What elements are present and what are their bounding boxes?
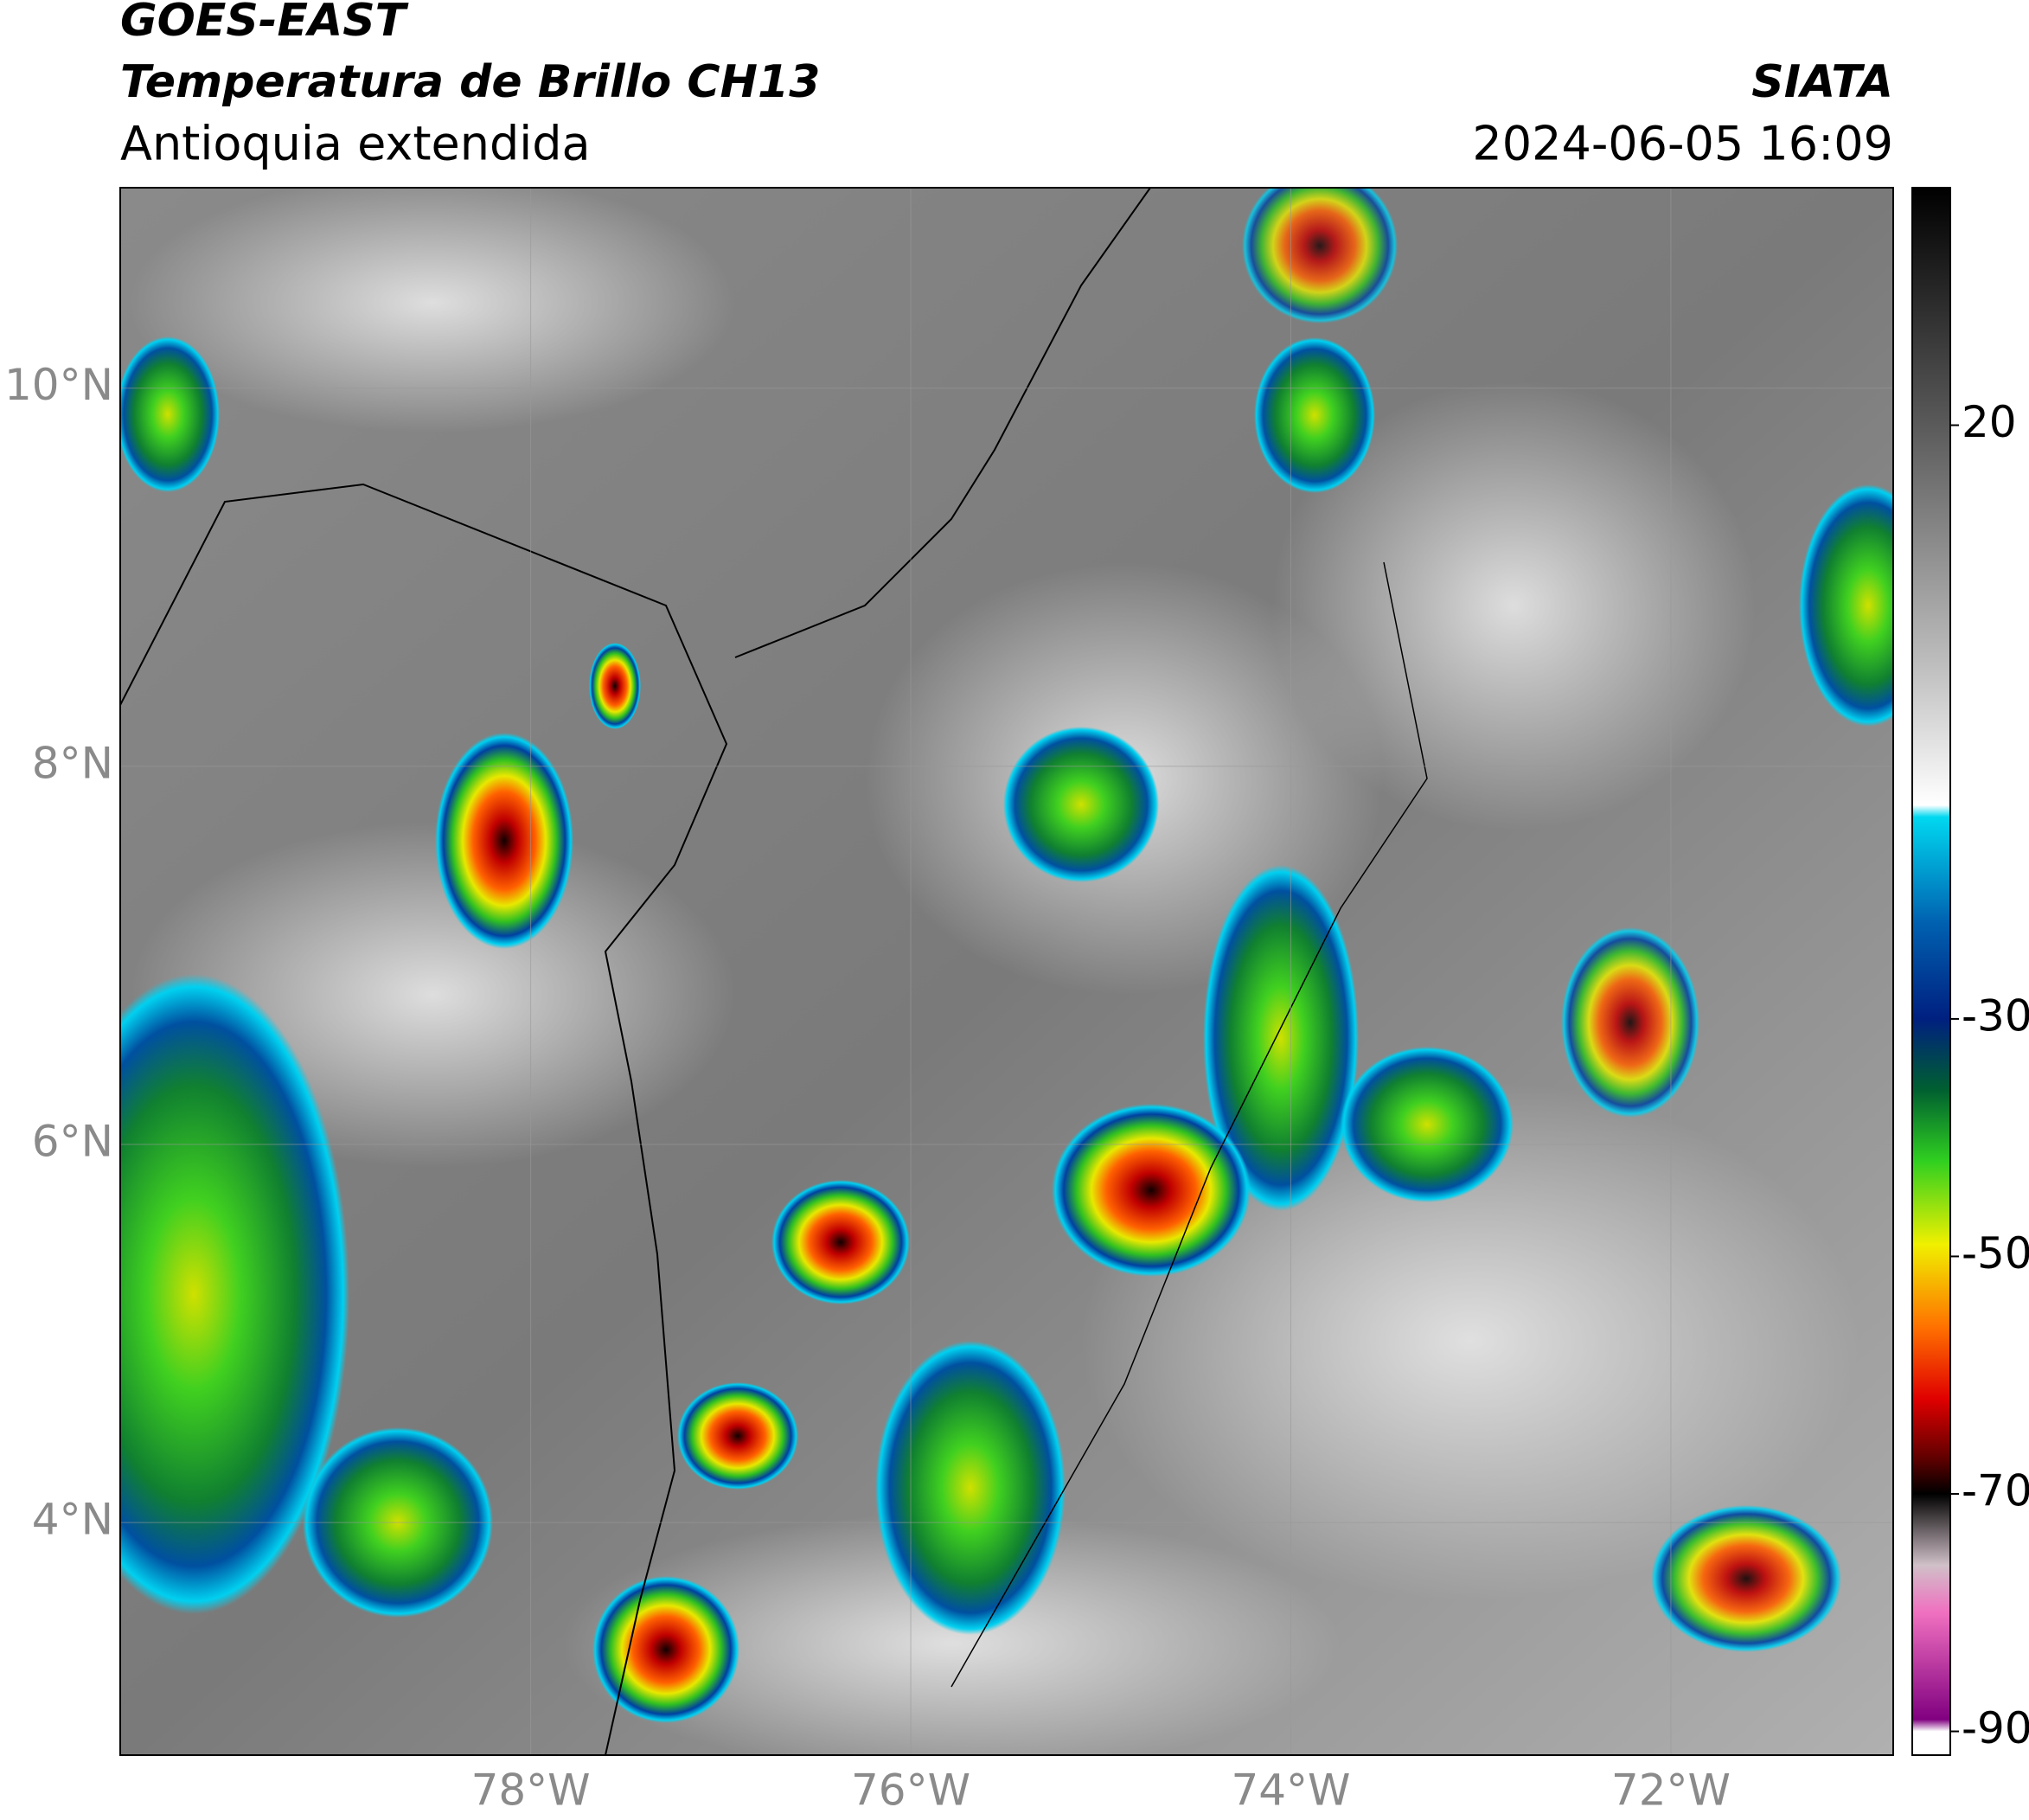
storm (120, 974, 349, 1614)
storm (1561, 927, 1699, 1118)
storm (1341, 1047, 1514, 1202)
coastline (734, 188, 1151, 658)
lat-tick-label: 4°N (32, 1495, 113, 1545)
colorbar-tick-label: -70 (1962, 1466, 2029, 1516)
colorbar-tick-label: -90 (1962, 1703, 2029, 1753)
storm (875, 1341, 1066, 1635)
graticule (120, 188, 1893, 1755)
colorbar-tick-label: 20 (1962, 397, 2017, 447)
storm (1203, 865, 1359, 1211)
map-imagery (120, 188, 1893, 1755)
lon-tick-label: 74°W (1231, 1766, 1350, 1816)
colorbar-tick-label: -50 (1962, 1228, 2029, 1278)
storm (592, 1576, 739, 1723)
agency-name: SIATA (1751, 56, 1893, 108)
region-name: Antioquia extendida (120, 117, 591, 171)
lat-tick-label: 8°N (32, 738, 113, 788)
storm (771, 1180, 910, 1304)
storm (1052, 1104, 1251, 1277)
cloud (130, 188, 735, 433)
storm (435, 733, 573, 949)
storm (1254, 337, 1375, 493)
date-time: 2024-06-05 16:09 (1472, 117, 1893, 171)
storm (120, 336, 220, 492)
storm (677, 1382, 798, 1490)
colorbar-tick-label: -30 (1962, 990, 2029, 1041)
product-name: Temperatura de Brillo CH13 (120, 56, 820, 108)
satellite-name: GOES-EAST (120, 0, 409, 47)
coastline (120, 483, 728, 1755)
border (950, 561, 1428, 1688)
lon-tick-label: 72°W (1611, 1766, 1731, 1816)
cloud (1271, 381, 1756, 830)
lon-tick-label: 78°W (471, 1766, 591, 1816)
storm (589, 643, 641, 729)
storm (1799, 484, 1893, 727)
storm (1651, 1505, 1841, 1652)
lat-tick-label: 10°N (4, 360, 113, 410)
lat-tick-label: 6°N (32, 1116, 113, 1166)
cloud (1081, 1081, 1859, 1600)
cloud (562, 1514, 1341, 1755)
colorbar (1911, 187, 1951, 1756)
map-frame (119, 187, 1894, 1756)
storm (1003, 727, 1159, 882)
storm (1242, 188, 1398, 324)
lon-tick-label: 76°W (851, 1766, 970, 1816)
